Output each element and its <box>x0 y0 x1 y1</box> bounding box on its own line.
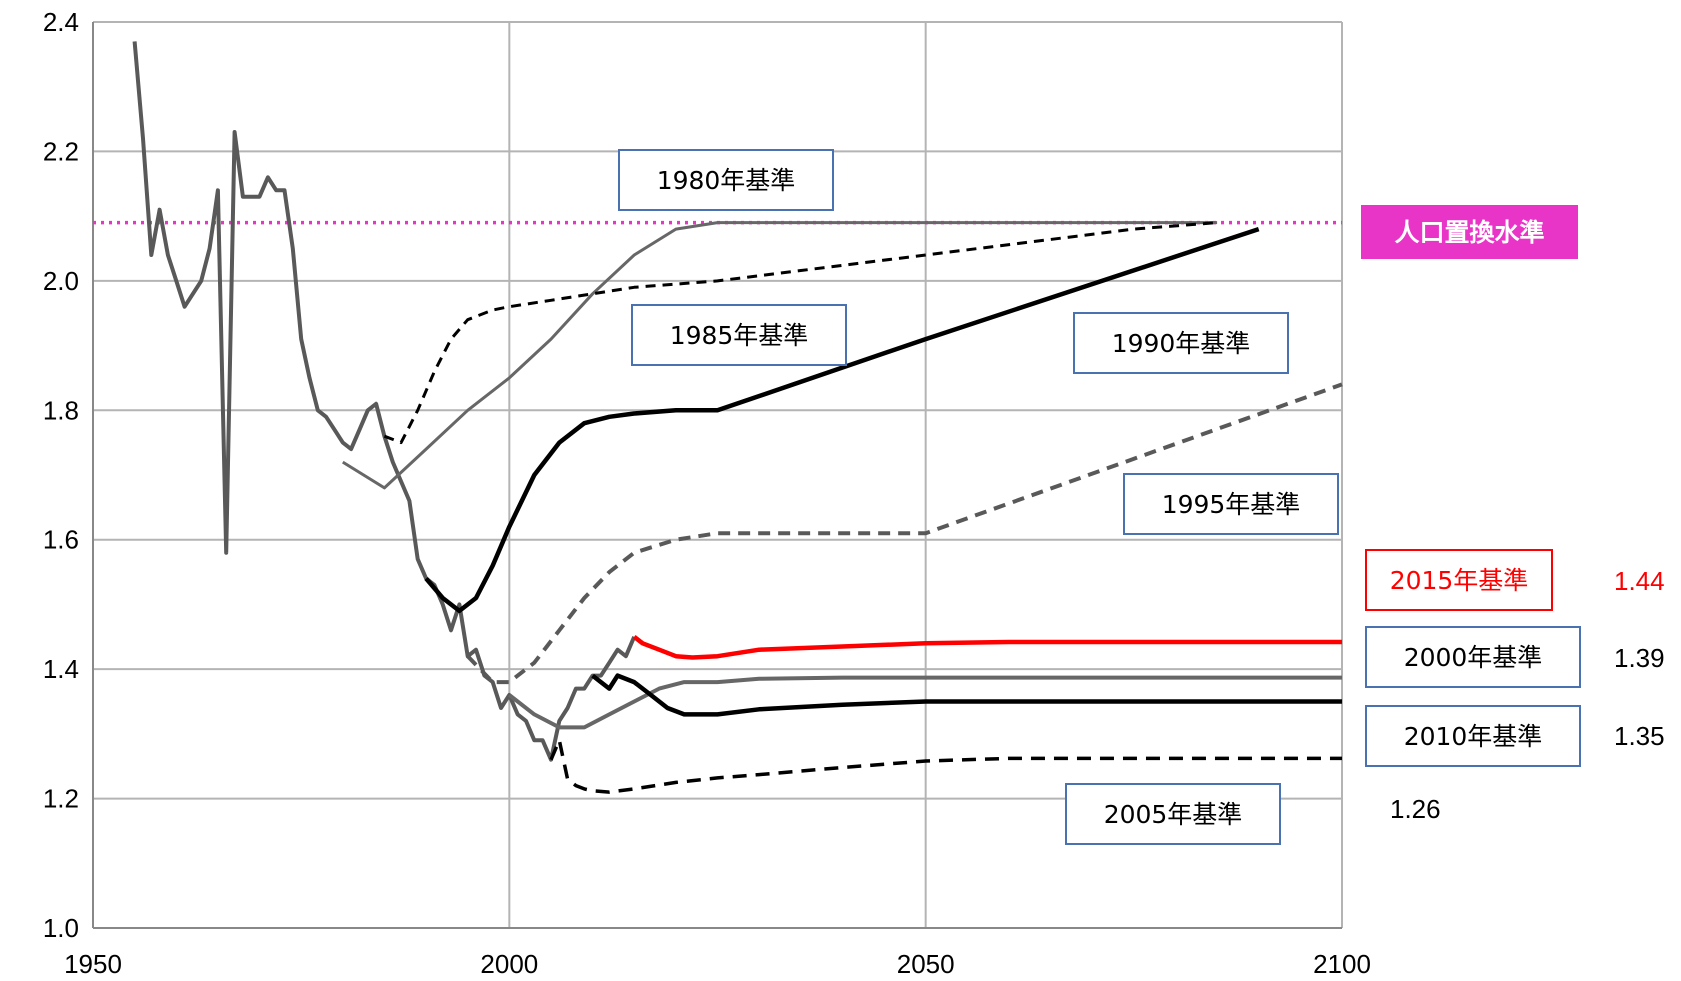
series-label-box <box>1123 473 1339 535</box>
end-value-v2005: 1.26 <box>1390 794 1441 824</box>
y-tick-label: 2.4 <box>43 7 79 37</box>
series-line-s5 <box>508 675 1342 730</box>
replacement-level-label: 人口置換水準 <box>1394 218 1544 247</box>
series-label-l1980: 1980年基準 <box>657 166 796 195</box>
series-label-l2000: 2000年基準 <box>1404 643 1543 672</box>
x-tick-label: 2100 <box>1313 949 1371 979</box>
series-label-box <box>1365 549 1553 611</box>
series-line-s4 <box>466 382 1343 685</box>
end-value-v2000: 1.39 <box>1614 643 1665 673</box>
series-label-box <box>1073 312 1289 374</box>
series-label-l1990: 1990年基準 <box>1112 329 1251 358</box>
series-label-l2005: 2005年基準 <box>1104 800 1243 829</box>
y-tick-label: 1.2 <box>43 784 79 814</box>
series-label-box <box>1065 783 1281 845</box>
series-line-actual <box>132 41 637 762</box>
end-value-v2015: 1.44 <box>1614 566 1665 596</box>
series-label-l1995: 1995年基準 <box>1162 490 1301 519</box>
series-line-s3 <box>424 226 1260 614</box>
annotation-labels: 人口置換水準 1980年基準 1985年基準 1990年基準 1995年基準 2015年基… <box>618 149 1665 845</box>
series-label-l1985: 1985年基準 <box>670 321 809 350</box>
series-line-s8 <box>632 635 1342 660</box>
y-tick-label: 1.0 <box>43 913 79 943</box>
series-line-s6 <box>549 738 1342 794</box>
y-tick-label: 1.8 <box>43 395 79 425</box>
series-label-box <box>1365 705 1581 767</box>
series-label-l2010: 2010年基準 <box>1404 722 1543 751</box>
x-tick-label: 2050 <box>897 949 955 979</box>
series-label-box <box>618 149 834 211</box>
series-line-s7 <box>591 673 1342 717</box>
series-line-s2 <box>383 221 1218 445</box>
x-tick-label: 1950 <box>64 949 122 979</box>
y-tick-label: 2.0 <box>43 266 79 296</box>
y-tick-label: 1.4 <box>43 654 79 684</box>
series-label-box <box>631 304 847 366</box>
x-tick-label: 2000 <box>480 949 538 979</box>
end-value-v2010: 1.35 <box>1614 721 1665 751</box>
y-tick-label: 1.6 <box>43 525 79 555</box>
y-tick-label: 2.2 <box>43 136 79 166</box>
series-label-l2015: 2015年基準 <box>1390 566 1529 595</box>
axes: 1.0 1.2 1.4 1.6 1.8 2.0 2.2 2.4 1950 2000 2050 2100 <box>43 7 1371 979</box>
series-line-s1 <box>342 221 1218 490</box>
series-label-box <box>1365 626 1581 688</box>
replacement-level-badge <box>1361 205 1578 259</box>
series-lines <box>93 41 1343 794</box>
